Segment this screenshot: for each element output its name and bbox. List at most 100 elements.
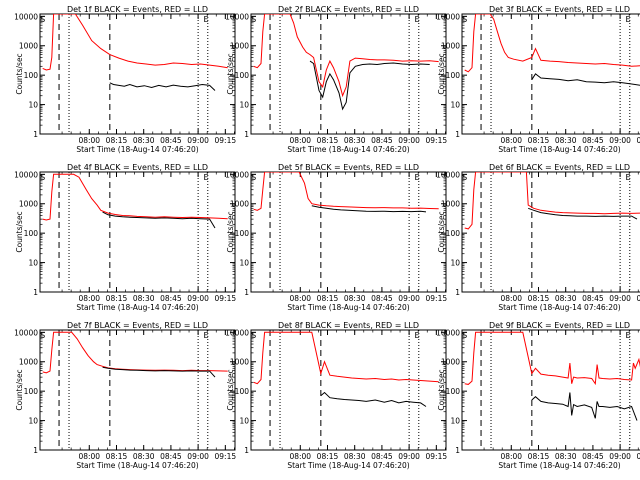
plot-frame [461, 13, 640, 135]
sae-marker-label: S [251, 331, 256, 340]
y-tick-label: 10 [28, 101, 38, 110]
x-axis-label: Start Time (18-Aug-14 07:46:20) [76, 145, 198, 154]
events-series-line [102, 211, 216, 229]
y-tick-label: 10 [239, 417, 249, 426]
y-tick-label: 1 [455, 130, 460, 139]
sae-marker-label: S [40, 173, 45, 182]
y-axis-label: Counts/sec [15, 369, 24, 410]
y-tick-label: 1000 [230, 42, 249, 51]
x-tick-label: 09:00 [609, 294, 631, 303]
y-tick-label: 1 [33, 446, 38, 455]
x-tick-label: 08:00 [78, 294, 100, 303]
x-tick-label: 08:15 [106, 136, 128, 145]
y-tick-label: 10 [450, 417, 460, 426]
y-axis-label: Counts/sec [437, 211, 446, 252]
detector-panel-2: Det 2f BLACK = Events, RED = LLD 1 10 100 10… [225, 5, 447, 154]
detector-panel-8: Det 8f BLACK = Events, RED = LLD 1 10 100 10… [225, 321, 447, 470]
x-tick-label: 08:45 [160, 136, 182, 145]
panel-title: Det 5f BLACK = Events, RED = LLD [278, 163, 419, 172]
y-tick-label: 10000 [436, 170, 460, 179]
x-tick-label: 08:45 [160, 294, 182, 303]
x-tick-label: 08:45 [582, 294, 604, 303]
x-tick-label: 08:30 [133, 136, 155, 145]
y-tick-label: 1000 [441, 200, 460, 209]
y-tick-label: 10 [28, 259, 38, 268]
y-tick-label: 1 [244, 130, 249, 139]
events-series-line [102, 366, 216, 378]
lld-series-line [464, 172, 640, 230]
y-tick-label: 100 [24, 387, 39, 396]
sae-marker-label: S [251, 15, 256, 24]
x-tick-label: 08:45 [371, 452, 393, 461]
events-series-line [311, 205, 427, 213]
plot-frame [461, 171, 640, 293]
plot-frame [39, 13, 236, 135]
sae-marker-label: S [462, 15, 467, 24]
y-tick-label: 1000 [230, 200, 249, 209]
x-axis-label: Start Time (18-Aug-14 07:46:20) [287, 303, 409, 312]
y-tick-label: 1000 [230, 358, 249, 367]
x-tick-label: 08:15 [317, 136, 339, 145]
y-tick-label: 100 [446, 71, 461, 80]
sae-marker-label: S [40, 15, 45, 24]
plot-frame [461, 329, 640, 451]
y-tick-label: 10000 [14, 12, 38, 21]
sae-marker-label: S [40, 331, 45, 340]
y-axis-label: Counts/sec [226, 369, 235, 410]
panel-title: Det 3f BLACK = Events, RED = LLD [489, 5, 630, 14]
y-tick-label: 100 [235, 229, 250, 238]
x-tick-label: 09:15 [215, 136, 237, 145]
sae-marker-label: S [462, 173, 467, 182]
detector-panel-3: Det 3f BLACK = Events, RED = LLD 1 10 100 10… [436, 5, 640, 154]
x-tick-label: 09:15 [215, 294, 237, 303]
x-tick-label: 09:00 [398, 452, 420, 461]
x-tick-label: 08:45 [371, 136, 393, 145]
y-tick-label: 10000 [436, 12, 460, 21]
sae-marker-label: E [203, 173, 208, 182]
x-tick-label: 09:15 [215, 452, 237, 461]
sae-marker-label: S [462, 331, 467, 340]
x-tick-label: 08:00 [289, 294, 311, 303]
panel-title: Det 8f BLACK = Events, RED = LLD [278, 321, 419, 330]
plot-frame [250, 329, 447, 451]
sae-marker-label: S [251, 173, 256, 182]
plot-frame [250, 13, 447, 135]
sae-marker-label: E [203, 15, 208, 24]
x-tick-label: 08:00 [289, 136, 311, 145]
x-tick-label: 09:15 [637, 452, 640, 461]
panel-title: Det 7f BLACK = Events, RED = LLD [67, 321, 208, 330]
x-tick-label: 08:00 [289, 452, 311, 461]
lld-series-line [42, 173, 228, 221]
x-tick-label: 09:00 [609, 452, 631, 461]
y-tick-label: 10 [28, 417, 38, 426]
x-tick-label: 08:15 [106, 294, 128, 303]
y-tick-label: 1000 [441, 358, 460, 367]
x-axis-label: Start Time (18-Aug-14 07:46:20) [287, 461, 409, 470]
detector-panel-9: Det 9f BLACK = Events, RED = LLD 1 10 100 10… [436, 321, 640, 470]
x-axis-label: Start Time (18-Aug-14 07:46:20) [498, 145, 620, 154]
x-tick-label: 09:15 [426, 294, 448, 303]
y-tick-label: 1000 [19, 358, 38, 367]
x-tick-label: 08:15 [528, 294, 550, 303]
detector-panel-5: Det 5f BLACK = Events, RED = LLD 1 10 100 10… [225, 163, 447, 312]
detector-panel-7: Det 7f BLACK = Events, RED = LLD 1 10 100 10… [14, 321, 236, 470]
y-tick-label: 100 [235, 71, 250, 80]
events-series-line [109, 82, 216, 91]
x-tick-label: 09:00 [187, 452, 209, 461]
y-axis-label: Counts/sec [437, 53, 446, 94]
y-tick-label: 100 [446, 229, 461, 238]
x-tick-label: 08:45 [582, 136, 604, 145]
y-tick-label: 1 [455, 446, 460, 455]
lld-series-line [253, 331, 439, 385]
y-tick-label: 10000 [225, 170, 249, 179]
lld-series-line [464, 331, 640, 386]
x-tick-label: 08:00 [500, 294, 522, 303]
sae-marker-label: E [414, 173, 419, 182]
x-tick-label: 09:15 [426, 136, 448, 145]
panel-title: Det 9f BLACK = Events, RED = LLD [489, 321, 630, 330]
y-tick-label: 100 [24, 71, 39, 80]
events-series-line [528, 207, 638, 220]
events-series-line [309, 60, 430, 111]
